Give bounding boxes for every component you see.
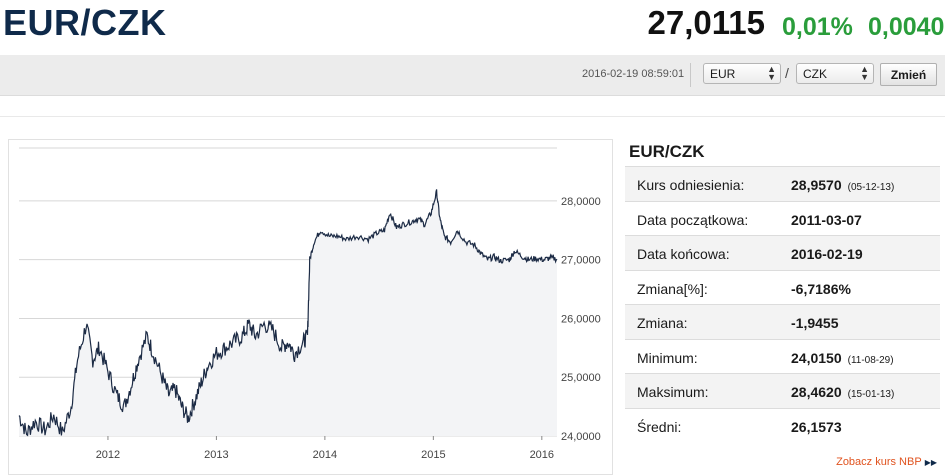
y-tick-label: 25,0000 (561, 372, 601, 384)
row-value: -1,9455 (791, 315, 844, 331)
quote-timestamp: 2016-02-19 08:59:01 (582, 68, 685, 80)
info-panel: EUR/CZK Kurs odniesienia: 28,9570 (05-12-1… (625, 138, 940, 442)
y-tick-label: 24,0000 (561, 431, 601, 443)
change-pair-button[interactable]: Zmień (880, 63, 937, 86)
x-tick-label: 2015 (421, 449, 445, 461)
separator-band (0, 96, 945, 117)
row-label: Zmiana: (637, 315, 688, 331)
y-tick-label: 28,0000 (561, 196, 601, 208)
x-tick-label: 2016 (530, 449, 554, 461)
to-currency-value: CZK (803, 67, 827, 81)
info-title: EUR/CZK (629, 142, 705, 161)
row-label: Średni: (637, 418, 682, 435)
x-tick-label: 2014 (313, 449, 337, 461)
info-table: Kurs odniesienia: 28,9570 (05-12-13) Data … (625, 166, 940, 442)
change-percent: 0,01% (782, 13, 853, 41)
info-row: Zmiana: -1,9455 (625, 304, 940, 339)
row-value: 28,4620 (15-01-13) (791, 384, 894, 400)
row-value: 2016-02-19 (791, 246, 869, 262)
row-label: Kurs odniesienia: (637, 177, 745, 193)
value-text: 2016-02-19 (791, 246, 863, 262)
value-text: 28,4620 (791, 384, 842, 400)
x-tick-label: 2013 (204, 449, 228, 461)
change-absolute: 0,0040 (868, 13, 945, 41)
y-tick-label: 26,0000 (561, 313, 601, 325)
row-label: Data końcowa: (637, 246, 730, 262)
info-row: Kurs odniesienia: 28,9570 (05-12-13) (625, 166, 940, 201)
info-row: Maksimum: 28,4620 (15-01-13) (625, 373, 940, 408)
value-date: (11-08-29) (847, 354, 894, 366)
row-label: Zmiana[%]: (637, 280, 708, 297)
nbp-link-text: Zobacz kurs NBP (836, 456, 922, 468)
currency-toolbar: 2016-02-19 08:59:01 EUR ▲ ▼ / CZK ▲ ▼ Zmie… (0, 55, 945, 96)
info-row: Zmiana[%]: -6,7186% (625, 269, 940, 305)
from-currency-value: EUR (710, 67, 736, 81)
y-tick-label: 27,0000 (561, 255, 601, 267)
pair-title: EUR/CZK (3, 2, 167, 43)
nbp-rate-link[interactable]: Zobacz kurs NBP ▶▶ (836, 456, 937, 468)
double-arrow-right-icon: ▶▶ (924, 458, 937, 467)
row-label: Maksimum: (637, 384, 709, 400)
value-text: -6,7186% (791, 280, 851, 297)
select-arrows-icon: ▲ ▼ (767, 64, 776, 82)
series-line (18, 189, 558, 437)
quote-header: EUR/CZK 27,0115 0,01% 0,0040 (0, 0, 945, 56)
info-row: Data końcowa: 2016-02-19 (625, 235, 940, 270)
info-row: Minimum: 24,0150 (11-08-29) (625, 338, 940, 374)
current-price: 27,0115 (647, 4, 765, 41)
chart-svg: 24,0000 25,0000 26,0000 27,0000 28,0000 2012 2… (18, 147, 601, 461)
value-text: -1,9455 (791, 315, 839, 331)
value-text: 2011-03-07 (791, 211, 862, 228)
price-chart: 24,0000 25,0000 26,0000 27,0000 28,0000 2012 2… (8, 139, 613, 475)
row-value: 24,0150 (11-08-29) (791, 350, 894, 366)
info-row: Średni: 26,1573 (625, 407, 940, 443)
row-label: Minimum: (637, 349, 698, 366)
row-label: Data początkowa: (637, 211, 749, 228)
select-arrows-icon: ▲ ▼ (860, 64, 869, 82)
value-date: (15-01-13) (847, 389, 895, 400)
toolbar-divider (690, 63, 691, 87)
currency-separator: / (785, 65, 789, 81)
row-value: 2011-03-07 (791, 212, 868, 228)
info-row: Data początkowa: 2011-03-07 (625, 200, 940, 236)
value-text: 28,9570 (791, 177, 842, 193)
from-currency-select[interactable]: EUR ▲ ▼ (703, 63, 781, 84)
series-area (19, 189, 557, 436)
row-value: 28,9570 (05-12-13) (791, 177, 894, 193)
value-text: 26,1573 (791, 418, 842, 435)
x-tick-label: 2012 (96, 449, 120, 461)
to-currency-select[interactable]: CZK ▲ ▼ (796, 63, 874, 84)
row-value: -6,7186% (791, 281, 857, 297)
value-date: (05-12-13) (847, 182, 895, 193)
value-text: 24,0150 (791, 349, 842, 366)
row-value: 26,1573 (791, 419, 848, 435)
